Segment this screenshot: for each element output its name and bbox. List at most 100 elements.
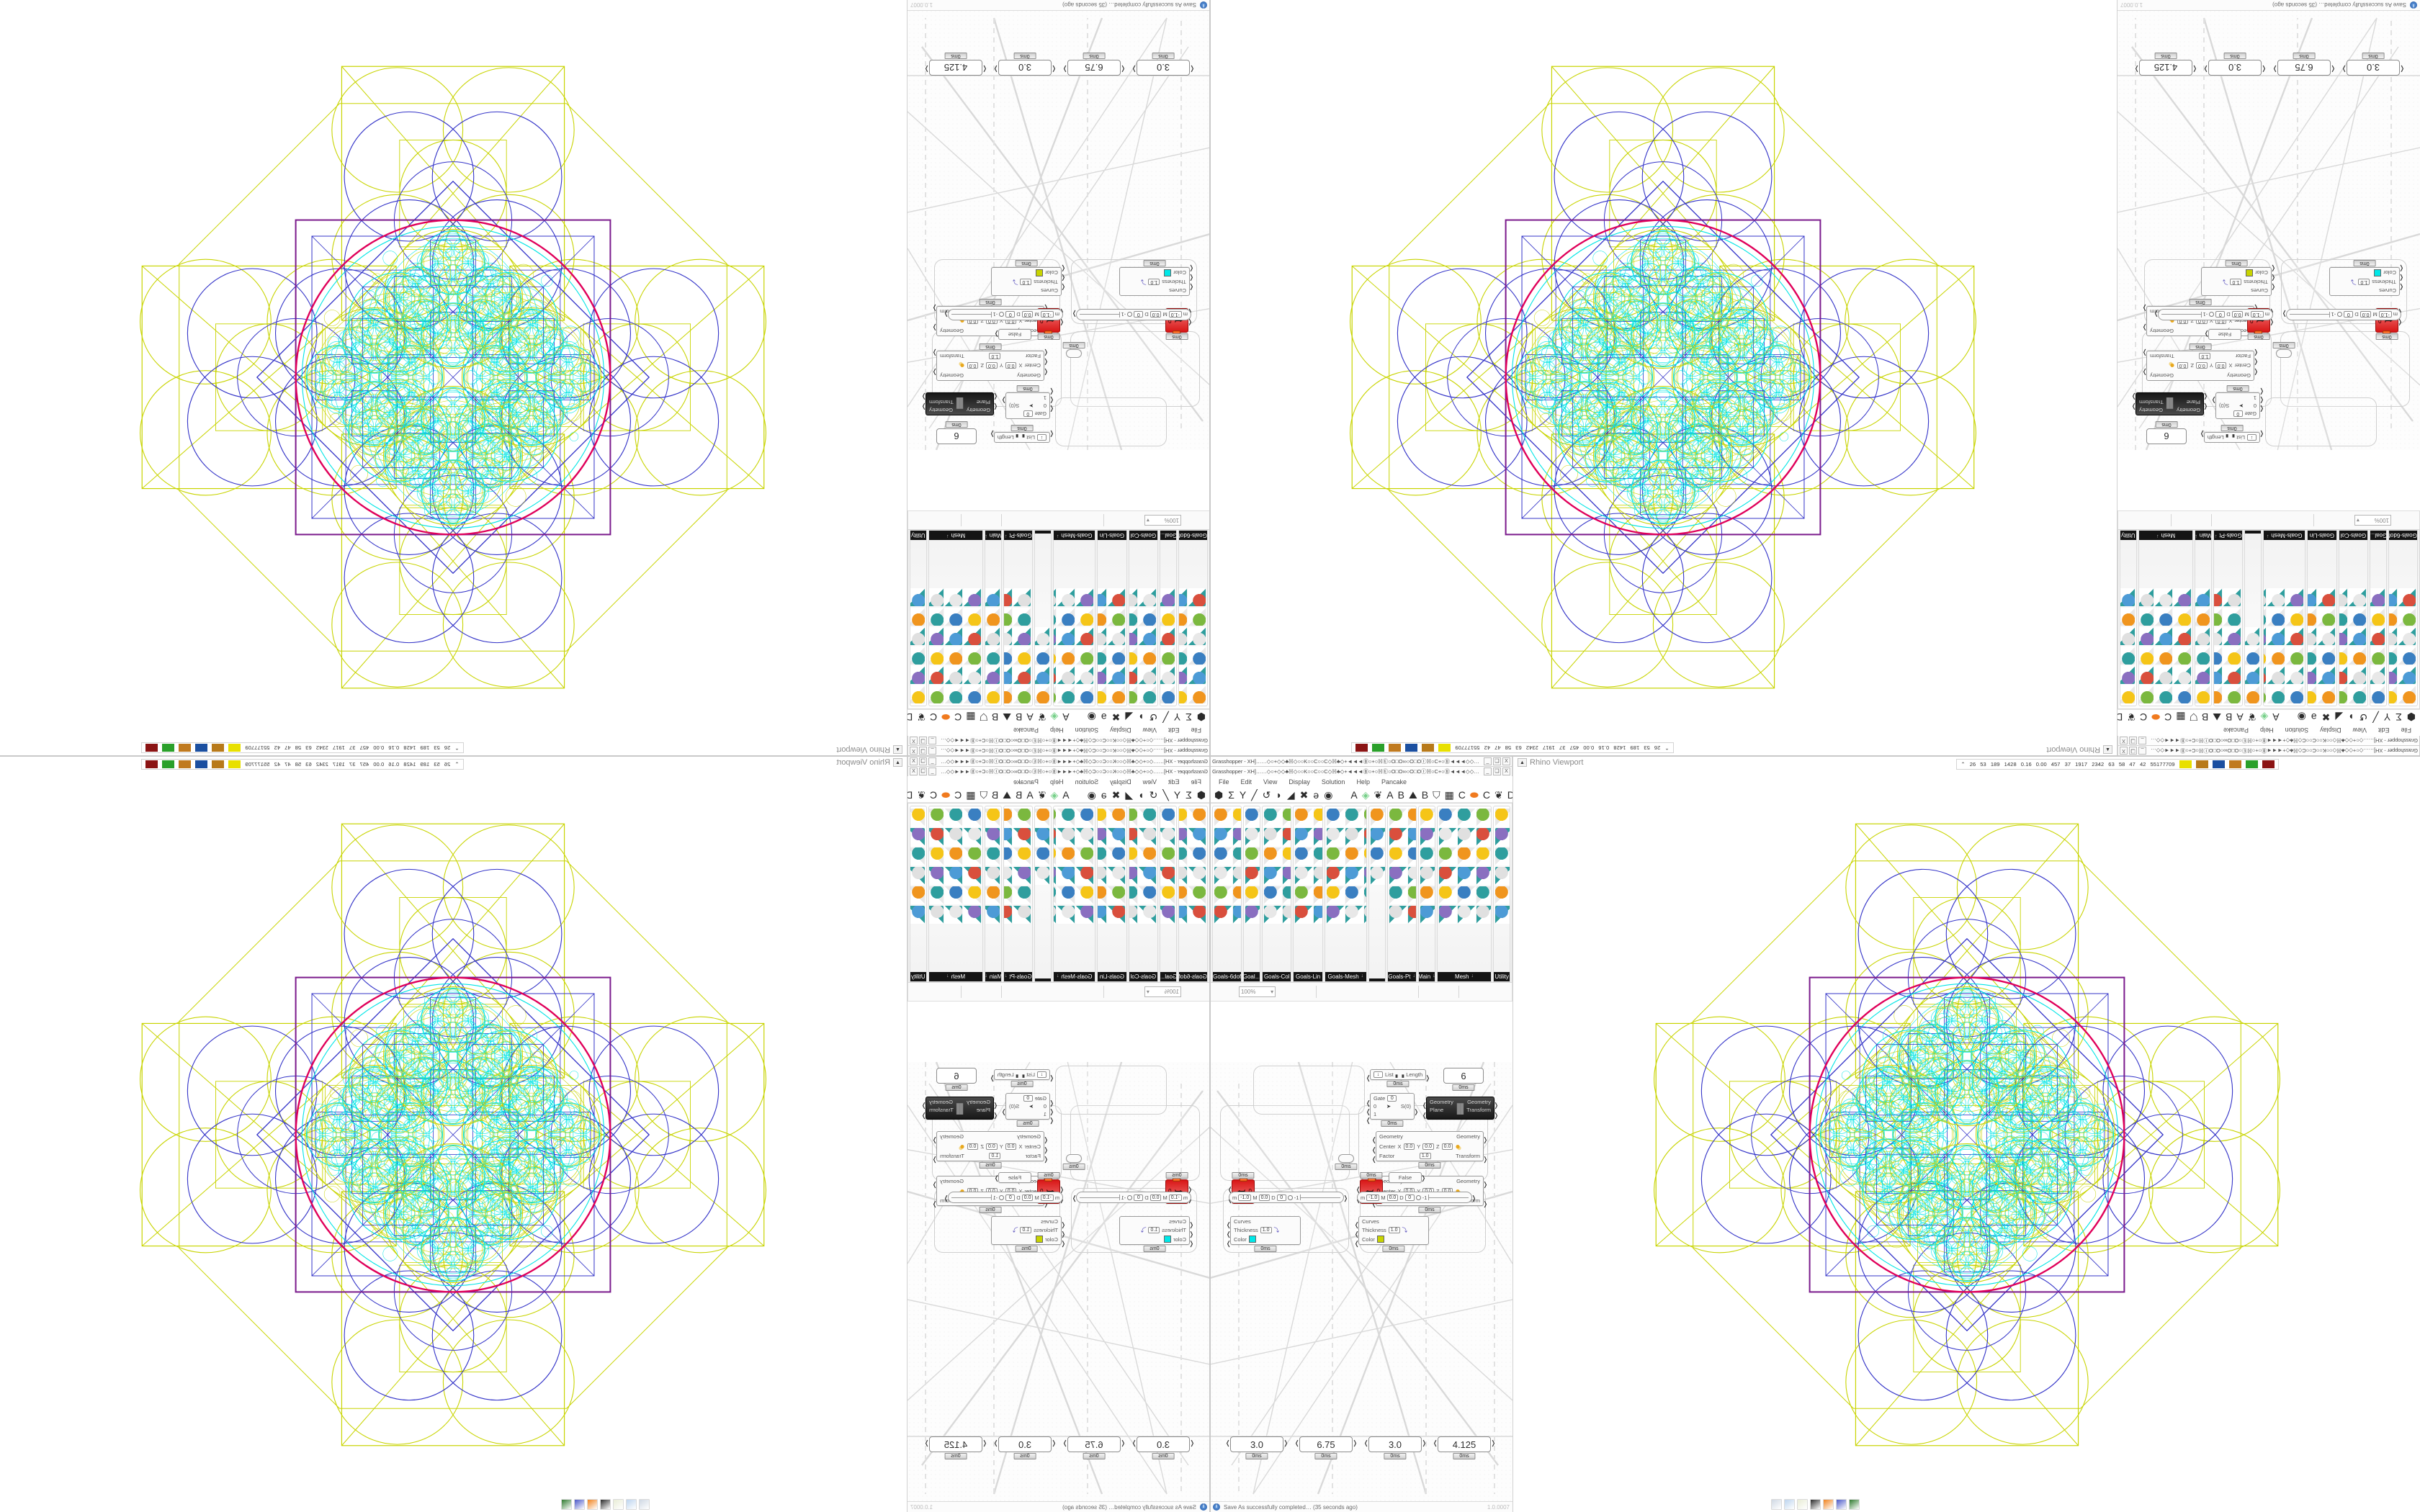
category-tab-6[interactable]: B bbox=[991, 789, 999, 801]
component-icon[interactable] bbox=[1137, 588, 1156, 606]
port-in[interactable]: ❬ bbox=[1422, 1102, 1428, 1109]
port-in[interactable]: ❬ bbox=[2398, 284, 2404, 291]
component-icon[interactable] bbox=[1389, 867, 1407, 885]
value-slider[interactable]: 6.75 ❬ ❭ 0ms bbox=[1062, 1436, 1126, 1459]
component-icon[interactable] bbox=[2369, 608, 2385, 626]
component-icon[interactable] bbox=[1097, 647, 1106, 665]
category-icon-3[interactable]: ╱ bbox=[1162, 711, 1169, 723]
scale-center-x[interactable]: 0.0 bbox=[1403, 1143, 1415, 1150]
port-out[interactable]: ❭ bbox=[1131, 66, 1137, 73]
component-icon[interactable] bbox=[2398, 666, 2416, 684]
component-icon[interactable] bbox=[1159, 847, 1175, 865]
component-icon[interactable] bbox=[2213, 608, 2223, 626]
component-icon[interactable] bbox=[1345, 906, 1363, 924]
slider-precision-value[interactable]: 0 bbox=[1276, 1194, 1286, 1201]
component-icon[interactable] bbox=[2267, 647, 2285, 665]
gha-icon[interactable] bbox=[1067, 986, 1075, 998]
chevron-up-icon[interactable]: ⌃ bbox=[1960, 760, 1966, 768]
component-icon[interactable] bbox=[2154, 608, 2173, 626]
category-icon-2[interactable]: Υ bbox=[1173, 711, 1181, 723]
component-icon[interactable] bbox=[1326, 886, 1345, 904]
menu-item-display[interactable]: Display bbox=[1110, 726, 1131, 734]
selection-icon[interactable] bbox=[912, 986, 920, 998]
component-icon[interactable] bbox=[1188, 608, 1206, 626]
category-tab-2[interactable]: ❦ bbox=[1373, 789, 1383, 801]
port-in[interactable]: ❬ bbox=[1188, 1230, 1194, 1238]
preview-wire-icon[interactable] bbox=[977, 514, 986, 526]
component-icon[interactable] bbox=[2119, 588, 2135, 606]
component-icon[interactable] bbox=[1053, 666, 1057, 684]
slider-track[interactable] bbox=[2161, 312, 2202, 318]
slider-handle[interactable] bbox=[1287, 1194, 1293, 1200]
component-icon[interactable] bbox=[928, 828, 944, 846]
port-out[interactable]: ❭ bbox=[2200, 431, 2205, 438]
ribbon-panel-label[interactable] bbox=[1035, 531, 1052, 534]
component-icon[interactable] bbox=[1053, 828, 1057, 846]
close-icon[interactable]: X bbox=[2120, 737, 2128, 744]
minimize-icon[interactable]: _ bbox=[2138, 737, 2146, 744]
category-icon-3[interactable]: ╱ bbox=[1162, 789, 1169, 801]
component-icon[interactable] bbox=[944, 867, 963, 885]
value-slider[interactable]: 4.125 ❬ ❭ 0ms bbox=[924, 53, 987, 76]
component-icon[interactable] bbox=[1295, 828, 1314, 846]
component-icon[interactable] bbox=[2267, 627, 2285, 645]
ribbon-panel-label[interactable]: Utility bbox=[1494, 972, 1510, 981]
save-file-icon[interactable] bbox=[2395, 514, 2403, 526]
component-icon[interactable] bbox=[963, 886, 982, 904]
component-icon[interactable] bbox=[1075, 627, 1094, 645]
component-icon[interactable] bbox=[2285, 627, 2304, 645]
search-icon[interactable] bbox=[1042, 986, 1051, 998]
ribbon-panel-label[interactable]: Utility bbox=[910, 531, 926, 540]
component-icon[interactable] bbox=[1283, 886, 1291, 904]
component-icon[interactable] bbox=[2307, 685, 2316, 703]
component-icon[interactable] bbox=[1370, 828, 1385, 846]
component-icon[interactable] bbox=[2307, 627, 2316, 645]
ribbon-panel-label[interactable]: Goals-Col bbox=[1263, 972, 1291, 981]
component-icon[interactable] bbox=[928, 906, 944, 924]
port-out[interactable]: ❭ bbox=[1493, 1102, 1499, 1109]
length-value-node[interactable]: 6 0ms bbox=[936, 1068, 977, 1091]
component-icon[interactable] bbox=[1438, 906, 1457, 924]
component-icon[interactable] bbox=[1159, 647, 1175, 665]
menu-item-edit[interactable]: Edit bbox=[1168, 726, 1180, 734]
chevron-down-icon[interactable]: ↓ bbox=[2195, 534, 2197, 539]
paused-transform-component[interactable]: Geometry Geometry Plane Transform ▐▌ ❬ ❬ ❭ ❭ bbox=[921, 1097, 998, 1120]
port-in[interactable]: ❬ bbox=[1227, 1186, 1233, 1193]
preview-shaded-icon[interactable] bbox=[990, 514, 998, 526]
port-in[interactable]: ❬ bbox=[1043, 1136, 1049, 1143]
port-out[interactable]: ❭ bbox=[924, 1439, 930, 1446]
component-icon[interactable] bbox=[1407, 828, 1416, 846]
rhino-title-bar[interactable]: Grasshopper - XH]……◇○+◇◇♣☵◇○○K○○C○○C◇☵♣◇… bbox=[908, 746, 1210, 756]
chevron-down-icon[interactable]: ↓ bbox=[985, 534, 987, 539]
component-icon[interactable] bbox=[1314, 809, 1322, 827]
list-length-component[interactable]: ↓ List ▖▗ Length 0ms ❬ ❭ bbox=[990, 425, 1054, 443]
component-icon[interactable] bbox=[1438, 847, 1457, 865]
chevron-down-icon[interactable]: ↓ bbox=[1471, 973, 1474, 978]
component-icon[interactable] bbox=[1326, 867, 1345, 885]
open-file-icon[interactable] bbox=[1197, 986, 1206, 998]
port-in[interactable]: ❬ bbox=[1043, 349, 1049, 356]
zoom-level-select[interactable]: 100% ▾ bbox=[1144, 515, 1182, 526]
port-in[interactable]: ❬ bbox=[2202, 393, 2208, 400]
component-icon[interactable] bbox=[2316, 588, 2335, 606]
document-icon[interactable] bbox=[638, 1498, 650, 1510]
number-slider[interactable]: m -1.0 M 0.0 D 0 -1 ❭ bbox=[944, 1192, 1063, 1203]
component-icon[interactable] bbox=[2195, 647, 2210, 665]
port-out[interactable]: ❭ bbox=[2203, 66, 2209, 73]
value-slider[interactable]: 3.0 ❬ ❭ 0ms bbox=[1225, 1436, 1289, 1459]
port-in[interactable]: ❬ bbox=[2253, 369, 2259, 376]
component-icon[interactable] bbox=[944, 886, 963, 904]
port-in[interactable]: ❬ bbox=[1371, 1200, 1377, 1207]
port-out[interactable]: ❭ bbox=[2204, 330, 2210, 338]
length-value-node[interactable]: 6 0ms bbox=[936, 421, 977, 444]
port-in[interactable]: ❬ bbox=[992, 393, 998, 400]
component-icon[interactable] bbox=[1245, 886, 1260, 904]
number-slider[interactable]: m -1.0 M 0.0 D 0 -1 ❭ bbox=[944, 309, 1063, 320]
component-icon[interactable] bbox=[1097, 906, 1106, 924]
taskbar[interactable] bbox=[0, 1496, 2420, 1512]
component-icon[interactable] bbox=[1053, 809, 1057, 827]
component-icon[interactable] bbox=[2347, 627, 2366, 645]
gem-orange-icon[interactable] bbox=[924, 514, 933, 526]
rhino-viewport-pane[interactable]: ▲ Rhino Viewport bbox=[0, 756, 908, 1512]
component-icon[interactable] bbox=[1034, 847, 1050, 865]
